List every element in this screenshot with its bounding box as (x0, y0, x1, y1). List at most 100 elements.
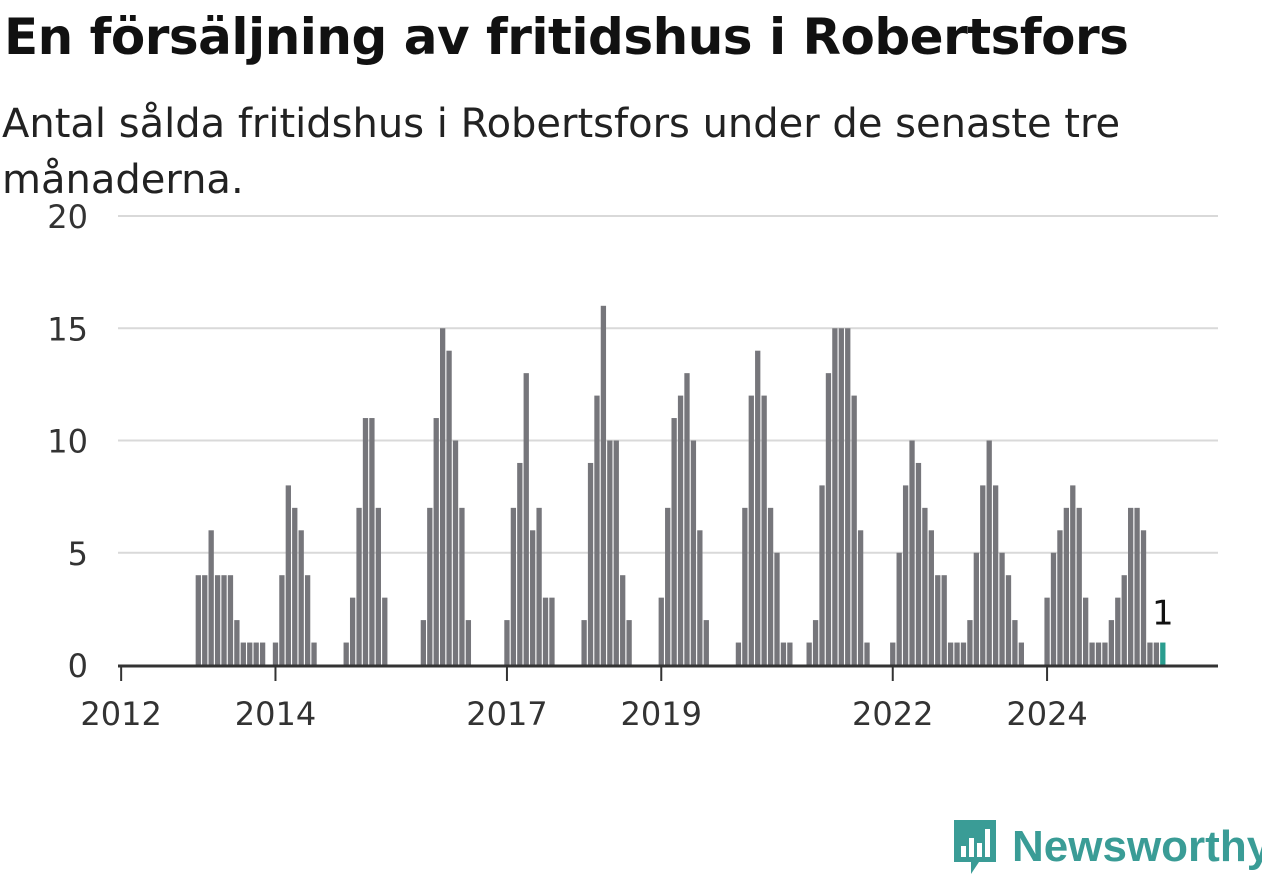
bar (247, 642, 253, 665)
bar (941, 575, 947, 665)
bar (440, 328, 446, 665)
highlight-data-label: 1 (1152, 594, 1174, 634)
bar (375, 507, 381, 665)
bar (195, 575, 201, 665)
bar (909, 440, 915, 665)
bar (735, 642, 742, 665)
x-tick-label: 2014 (235, 695, 316, 733)
bar (349, 597, 356, 665)
chart-subtitle: Antal sålda fritidshus i Robertsfors und… (2, 101, 1121, 203)
bar (1050, 552, 1057, 665)
bar (433, 418, 439, 665)
bar (986, 440, 992, 665)
bar (684, 373, 690, 665)
bar (202, 575, 208, 665)
bar (1005, 575, 1012, 665)
y-axis-tick-labels: 0 5 10 15 20 (47, 198, 88, 685)
bar (600, 305, 607, 665)
bar (780, 642, 787, 665)
bar-chart: 0 5 10 15 20 2012 2014 2017 2019 2022 2024 1 (47, 198, 1218, 733)
bar (767, 507, 774, 665)
bar (819, 485, 825, 665)
bar (1153, 642, 1160, 665)
bar (954, 642, 960, 665)
bar (1089, 642, 1095, 665)
bar (806, 642, 812, 665)
brand-name: Newsworthy (1012, 822, 1262, 871)
bar (755, 350, 761, 665)
bar (1102, 642, 1108, 665)
bar (761, 395, 767, 665)
bar (864, 642, 870, 665)
bar (459, 507, 465, 665)
bar (812, 620, 819, 665)
newsworthy-brand[interactable]: Newsworthy (950, 816, 1262, 878)
bar (542, 597, 549, 665)
bar (253, 642, 259, 665)
bar (857, 530, 864, 665)
bar (896, 552, 902, 665)
bar (1018, 642, 1024, 665)
bar (748, 395, 754, 665)
bar (292, 507, 298, 665)
bar (613, 440, 619, 665)
bar (902, 485, 909, 665)
bar (1083, 597, 1089, 665)
bar (658, 597, 664, 665)
gridlines (118, 215, 1218, 554)
bar (214, 575, 221, 665)
newsworthy-logo-icon (954, 820, 996, 874)
bar (999, 552, 1005, 665)
bar (304, 575, 311, 665)
bar (922, 507, 928, 665)
bar (787, 642, 793, 665)
bar (1115, 597, 1121, 665)
bar (382, 597, 388, 665)
x-tick-label: 2024 (1006, 695, 1087, 733)
bar (420, 620, 427, 665)
bar (530, 530, 536, 665)
bar (234, 620, 240, 665)
bar (536, 507, 542, 665)
bar (549, 597, 555, 665)
bar (1063, 507, 1070, 665)
bar (1076, 507, 1082, 665)
bar (607, 440, 613, 665)
bar (298, 530, 304, 665)
bar (960, 642, 967, 665)
y-tick-label: 5 (68, 535, 88, 573)
bar (626, 620, 632, 665)
bar (1140, 530, 1147, 665)
bar (690, 440, 697, 665)
bar (1095, 642, 1102, 665)
bar (208, 530, 214, 665)
bar (832, 328, 838, 665)
bar (620, 575, 626, 665)
y-tick-label: 15 (47, 310, 88, 348)
bar (915, 462, 922, 665)
bar (1057, 530, 1063, 665)
bar (742, 507, 748, 665)
bar (935, 575, 941, 665)
x-tick-label: 2019 (621, 695, 702, 733)
bar (259, 642, 266, 665)
bar (1134, 507, 1140, 665)
bar (587, 462, 594, 665)
x-tick-label: 2022 (852, 695, 933, 733)
bar (446, 350, 452, 665)
x-axis (118, 664, 1218, 681)
bar (703, 620, 709, 665)
bar (594, 395, 600, 665)
bar (774, 552, 780, 665)
bar (1012, 620, 1018, 665)
bar (227, 575, 234, 665)
bars (195, 305, 1166, 665)
bar (992, 485, 999, 665)
bar (221, 575, 227, 665)
bar (890, 642, 896, 665)
bar (356, 507, 362, 665)
bar (973, 552, 979, 665)
x-axis-tick-labels: 2012 2014 2017 2019 2022 2024 (80, 695, 1087, 733)
bar (369, 418, 375, 665)
bar (272, 642, 279, 665)
